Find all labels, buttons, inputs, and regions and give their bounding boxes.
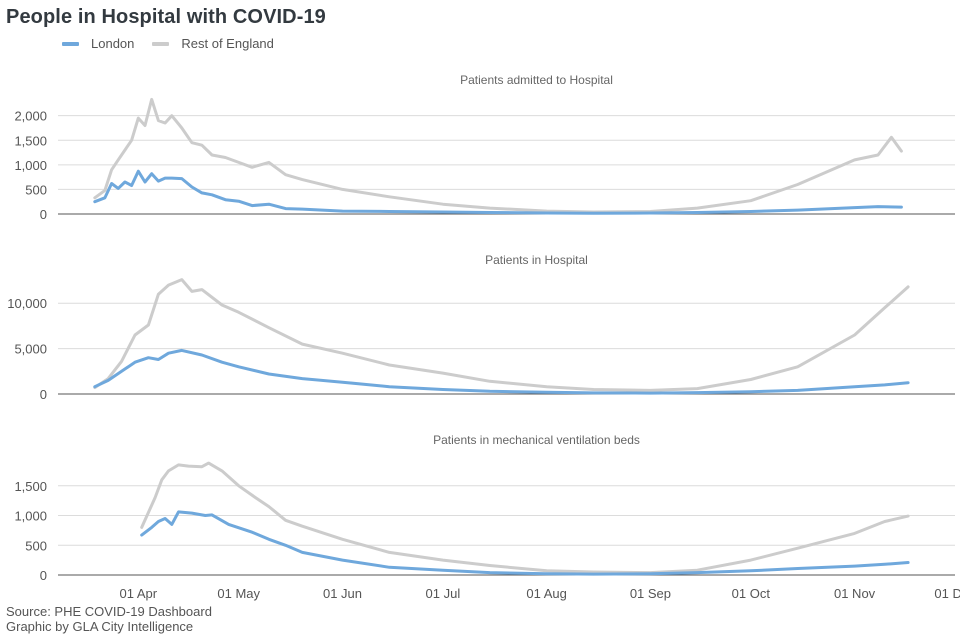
- y-tick-label-2-0: 0: [40, 568, 47, 583]
- legend-swatch-london: [62, 41, 79, 46]
- legend-item-rest-of-england[interactable]: Rest of England: [152, 36, 274, 51]
- y-tick-label-0-2: 1,000: [14, 158, 47, 173]
- panel-title-0: Patients admitted to Hospital: [460, 73, 613, 87]
- series-line-rest-of-england-2: [140, 461, 910, 575]
- source-note: Source: PHE COVID-19 Dashboard: [6, 604, 212, 619]
- series-line-london-2: [140, 510, 910, 576]
- y-tick-label-0-4: 2,000: [14, 109, 47, 124]
- x-tick-label-0: 01 Apr: [120, 586, 158, 601]
- x-tick-label-6: 01 Oct: [732, 586, 771, 601]
- x-tick-label-4: 01 Aug: [526, 586, 567, 601]
- series-line-rest-of-england-0: [93, 97, 903, 214]
- x-tick-label-5: 01 Sep: [630, 586, 671, 601]
- y-tick-label-2-3: 1,500: [14, 479, 47, 494]
- legend-label-london: London: [91, 36, 135, 51]
- x-tick-label-3: 01 Jul: [426, 586, 461, 601]
- y-tick-label-0-0: 0: [40, 207, 47, 222]
- panel-title-1: Patients in Hospital: [485, 253, 588, 267]
- x-tick-label-7: 01 Nov: [834, 586, 876, 601]
- legend-swatch-rest-of-england: [152, 41, 170, 46]
- legend-label-rest-of-england: Rest of England: [181, 36, 274, 51]
- legend: London Rest of England: [62, 36, 292, 51]
- y-tick-label-1-1: 5,000: [14, 342, 47, 357]
- x-tick-label-1: 01 May: [217, 586, 260, 601]
- chart-title: People in Hospital with COVID-19: [6, 6, 326, 28]
- y-tick-label-2-1: 500: [25, 538, 47, 553]
- footer: Source: PHE COVID-19 Dashboard Graphic b…: [6, 604, 212, 634]
- series-line-london-1: [93, 348, 910, 395]
- y-tick-label-0-1: 500: [25, 182, 47, 197]
- panel-title-2: Patients in mechanical ventilation beds: [433, 433, 640, 447]
- series-line-rest-of-england-1: [93, 278, 910, 392]
- x-tick-label-2: 01 Jun: [323, 586, 362, 601]
- x-tick-label-8: 01 Dec: [934, 586, 960, 601]
- y-tick-label-0-3: 1,500: [14, 133, 47, 148]
- legend-item-london[interactable]: London: [62, 36, 134, 51]
- y-tick-label-1-0: 0: [40, 387, 47, 402]
- credit-note: Graphic by GLA City Intelligence: [6, 619, 194, 634]
- series-line-london-0: [93, 169, 903, 215]
- y-tick-label-1-2: 10,000: [7, 296, 47, 311]
- y-tick-label-2-2: 1,000: [14, 509, 47, 524]
